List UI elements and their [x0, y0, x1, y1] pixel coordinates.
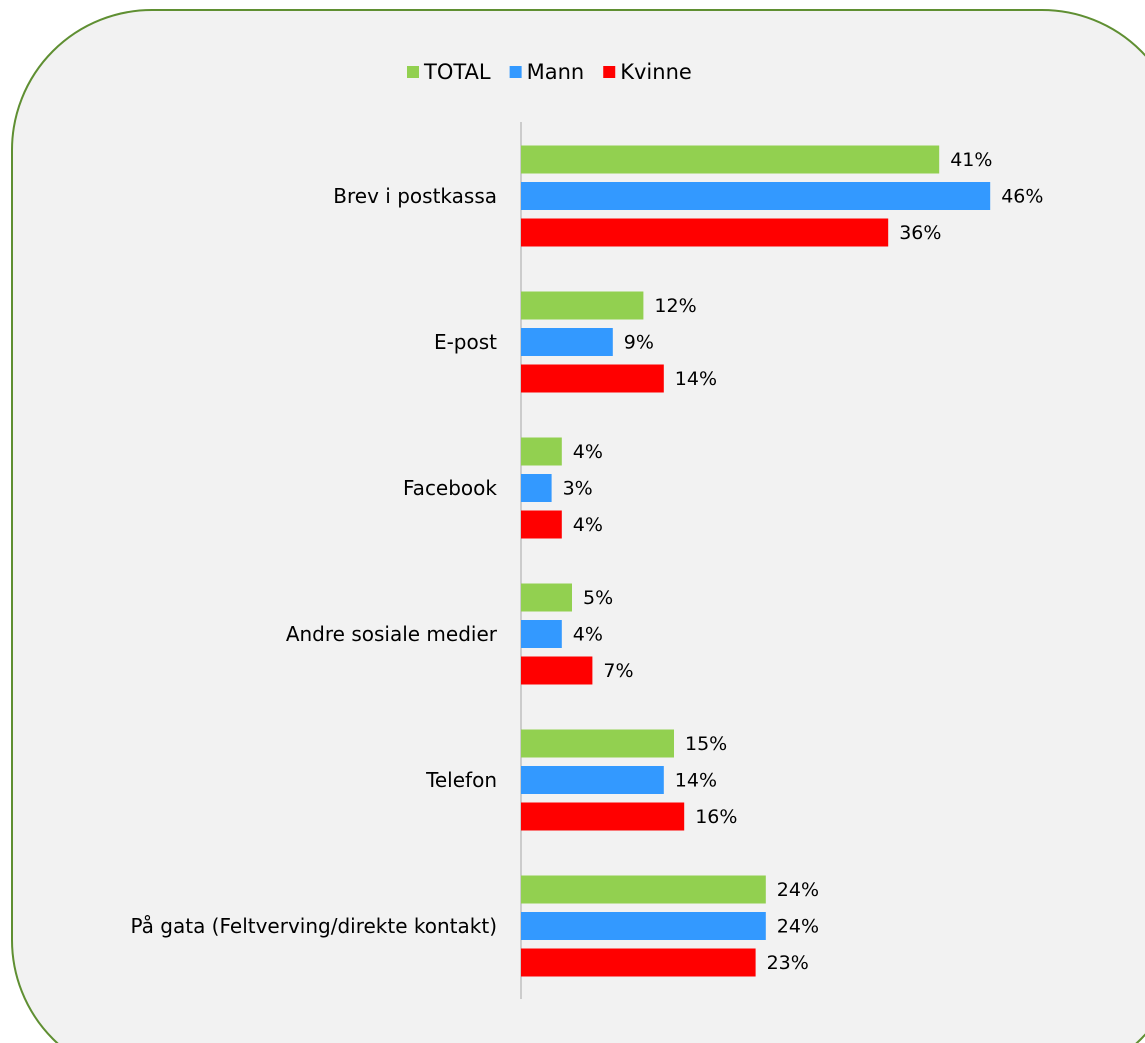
y-tick-label: Andre sosiale medier — [286, 620, 497, 648]
data-label: 41% — [950, 149, 992, 171]
bar — [521, 802, 685, 831]
category-text: Facebook — [403, 476, 497, 500]
legend-swatch — [603, 66, 616, 78]
data-label: 24% — [777, 916, 819, 938]
data-label: 14% — [675, 770, 717, 792]
bar — [521, 583, 572, 612]
bar — [521, 912, 766, 940]
data-label: 14% — [675, 368, 717, 390]
data-label: 46% — [1001, 186, 1043, 208]
legend-swatch — [509, 66, 522, 78]
bar — [521, 182, 991, 210]
legend-label: Mann — [527, 60, 585, 84]
y-tick-label: Telefon — [426, 766, 497, 794]
category-text: Brev i postkassa — [333, 184, 497, 208]
data-label: 7% — [603, 660, 633, 682]
bar — [521, 875, 766, 904]
category-text: Andre sosiale medier — [285, 622, 497, 646]
data-label: 4% — [573, 624, 603, 646]
bar — [521, 145, 940, 174]
bar — [521, 291, 644, 320]
category-text: På gata (Feltverving/direkte kontakt) — [130, 914, 498, 938]
bar — [521, 729, 674, 758]
bar — [521, 510, 562, 539]
bar — [521, 218, 889, 247]
data-label: 23% — [767, 952, 809, 974]
bar — [521, 474, 552, 502]
data-label: 12% — [654, 295, 696, 317]
data-label: 24% — [777, 879, 819, 901]
data-label: 36% — [899, 222, 941, 244]
data-label: 16% — [695, 806, 737, 828]
bar — [521, 948, 756, 977]
data-label: 15% — [685, 733, 727, 755]
y-tick-label: E-post — [434, 328, 497, 356]
data-label: 9% — [624, 332, 654, 354]
bar — [521, 656, 593, 685]
legend-label: TOTAL — [423, 60, 491, 84]
bar — [521, 766, 664, 794]
bar — [521, 437, 562, 466]
data-label: 5% — [583, 587, 613, 609]
y-tick-label: Facebook — [403, 474, 497, 502]
data-label: 4% — [573, 514, 603, 536]
y-tick-label: Brev i postkassa — [333, 182, 497, 210]
frame — [11, 9, 1145, 1043]
data-label: 4% — [573, 441, 603, 463]
y-tick-label: På gata (Feltverving/direkte kontakt) — [131, 912, 498, 940]
bar — [521, 328, 613, 356]
legend-label: Kvinne — [620, 60, 692, 84]
bar — [521, 620, 562, 648]
category-text: Telefon — [426, 768, 497, 792]
category-text: E-post — [433, 330, 497, 354]
bar — [521, 364, 664, 393]
legend-swatch — [407, 66, 419, 78]
data-label: 3% — [563, 478, 593, 500]
